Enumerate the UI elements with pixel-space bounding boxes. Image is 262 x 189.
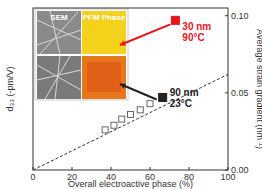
x-label: Overall electroactive phase (%) [68, 179, 193, 189]
point [171, 16, 179, 24]
inset: SEM PFM Phase [35, 9, 128, 100]
point [137, 107, 143, 113]
sem-image [37, 56, 81, 99]
trend-line [33, 74, 228, 170]
arrow [120, 84, 157, 99]
sem-image [37, 11, 81, 54]
point [111, 122, 117, 128]
inset-frame [35, 9, 128, 100]
y2-tick-label: 0.00 [231, 165, 249, 175]
inset-label: SEM [50, 13, 68, 22]
x-tick [72, 167, 73, 170]
fiber [37, 30, 81, 45]
arrow-head [120, 40, 126, 45]
y-label: d₃₃ (-pm/V) [5, 67, 15, 112]
x-tick [189, 167, 190, 170]
data [33, 16, 228, 170]
pfm-image [82, 56, 126, 99]
annotation: 90 nm [170, 87, 199, 98]
annotation: 90°C [182, 32, 204, 43]
point [147, 101, 153, 107]
point [128, 111, 134, 117]
pfm-image [82, 11, 126, 54]
y2-label: Average strain gradient (nm⁻¹) [255, 29, 262, 149]
point [159, 93, 167, 101]
plot-frame [33, 8, 228, 170]
y2-tick [225, 170, 228, 171]
chart: SEMPFM Phase0204060801000.000.050.10Over… [0, 0, 262, 189]
fiber [37, 70, 81, 80]
annotation: 23°C [170, 98, 192, 109]
y2-tick [225, 15, 228, 16]
y2-tick [225, 92, 228, 93]
pfm-domain [87, 62, 121, 92]
y2-tick-label: 0.10 [231, 11, 249, 21]
arrow-head [120, 83, 126, 88]
y2-tick-label: 0.05 [231, 88, 249, 98]
inset-label: PFM Phase [83, 13, 126, 22]
fiber [55, 56, 60, 99]
x-tick [150, 167, 151, 170]
point [119, 116, 125, 122]
x-tick-label: 0 [30, 172, 35, 182]
arrow [120, 24, 170, 45]
annotation: 30 nm [182, 21, 211, 32]
x-tick [111, 167, 112, 170]
point [102, 127, 108, 133]
